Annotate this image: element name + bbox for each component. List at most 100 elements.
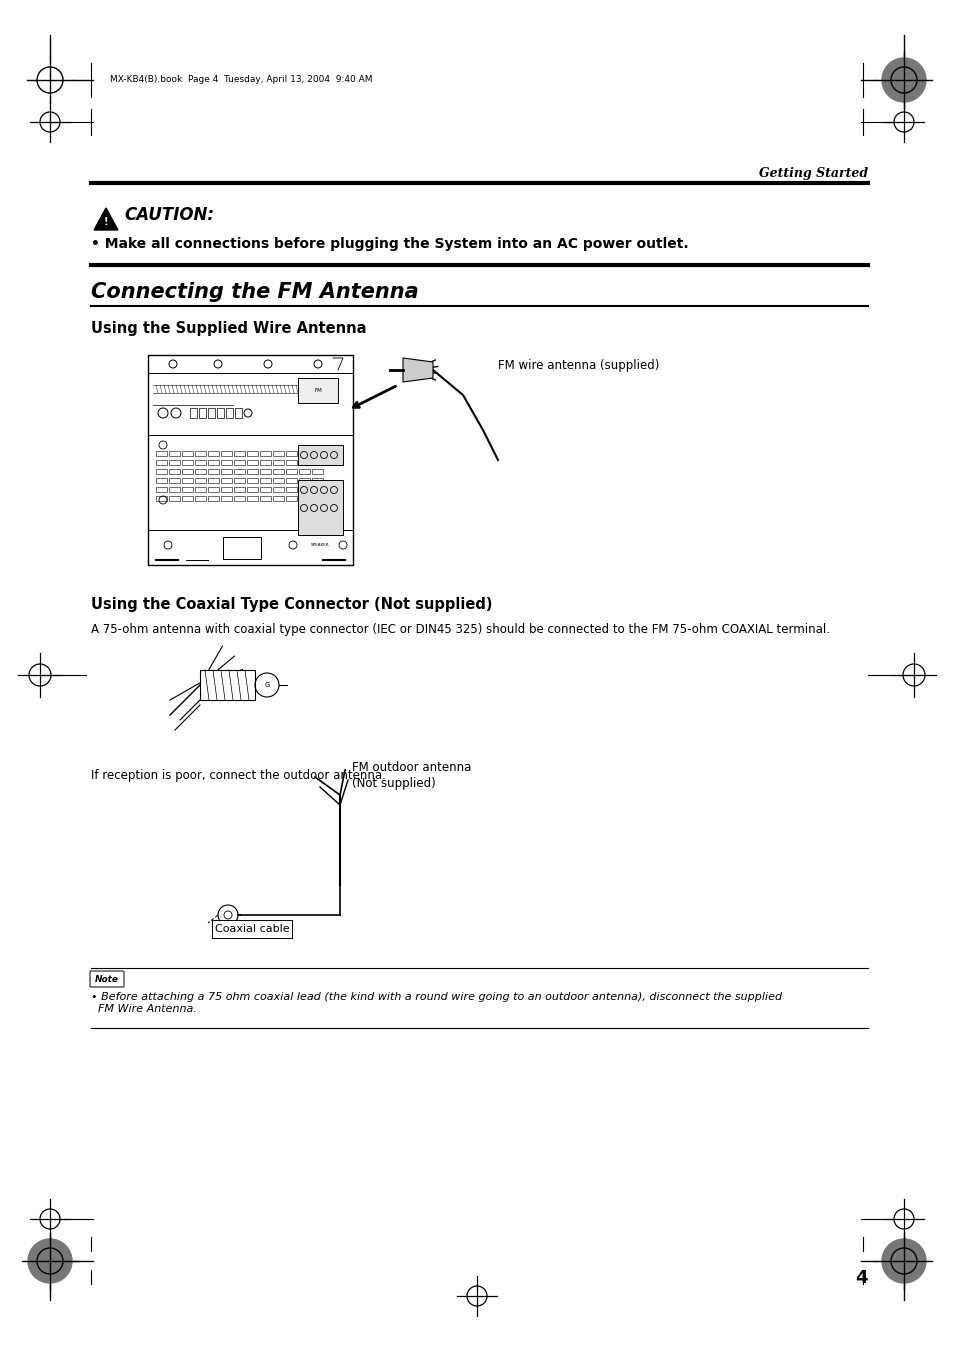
Bar [221, 486, 232, 492]
Text: 4: 4 [855, 1269, 867, 1288]
Bar [208, 469, 219, 474]
Bar [221, 451, 232, 457]
Text: FM: FM [314, 388, 321, 393]
Text: A 75-ohm antenna with coaxial type connector (IEC or DIN45 325) should be connec: A 75-ohm antenna with coaxial type conne… [91, 623, 829, 636]
Bar [247, 496, 257, 501]
Bar [247, 486, 257, 492]
Bar [233, 469, 245, 474]
Text: • Before attaching a 75 ohm coaxial lead (the kind with a round wire going to an: • Before attaching a 75 ohm coaxial lead… [91, 992, 781, 1013]
Text: FM outdoor antenna
(Not supplied): FM outdoor antenna (Not supplied) [352, 761, 471, 790]
Bar [247, 451, 257, 457]
Bar [297, 378, 337, 403]
Bar [233, 478, 245, 484]
Bar [273, 496, 284, 501]
Bar [208, 486, 219, 492]
Polygon shape [94, 208, 118, 230]
Bar [194, 478, 206, 484]
Bar [298, 478, 310, 484]
Bar [233, 496, 245, 501]
Bar [273, 451, 284, 457]
Bar [286, 486, 296, 492]
Bar [260, 469, 271, 474]
Bar [169, 451, 180, 457]
Bar [247, 469, 257, 474]
Bar [156, 486, 167, 492]
Bar [312, 478, 323, 484]
Circle shape [882, 58, 925, 101]
Bar [221, 478, 232, 484]
Bar [273, 469, 284, 474]
Polygon shape [402, 358, 433, 382]
Bar [260, 496, 271, 501]
Bar [194, 459, 206, 465]
Bar [194, 451, 206, 457]
Bar [169, 496, 180, 501]
Bar [182, 469, 193, 474]
Text: FM wire antenna (supplied): FM wire antenna (supplied) [497, 358, 659, 372]
Text: Getting Started: Getting Started [758, 166, 867, 180]
Bar [169, 459, 180, 465]
Bar [182, 496, 193, 501]
Text: G: G [264, 682, 270, 688]
Bar [223, 536, 261, 559]
Bar [148, 355, 353, 565]
Bar [286, 459, 296, 465]
Bar [221, 496, 232, 501]
Circle shape [882, 1239, 925, 1283]
Bar [156, 469, 167, 474]
Bar [169, 478, 180, 484]
Bar [312, 496, 323, 501]
Bar [297, 444, 343, 465]
Bar [298, 486, 310, 492]
Bar [182, 451, 193, 457]
Bar [169, 469, 180, 474]
Text: MX-KB4(B).book  Page 4  Tuesday, April 13, 2004  9:40 AM: MX-KB4(B).book Page 4 Tuesday, April 13,… [110, 76, 372, 85]
Bar [221, 469, 232, 474]
Text: If reception is poor, connect the outdoor antenna.: If reception is poor, connect the outdoo… [91, 769, 385, 781]
Bar [273, 486, 284, 492]
Bar [194, 469, 206, 474]
Bar [208, 478, 219, 484]
Bar [312, 469, 323, 474]
Bar [260, 459, 271, 465]
Text: Coaxial cable: Coaxial cable [214, 924, 289, 934]
Text: !: ! [104, 218, 108, 227]
Bar [208, 408, 214, 417]
FancyBboxPatch shape [212, 920, 292, 938]
Bar [233, 459, 245, 465]
Bar [233, 451, 245, 457]
Text: Using the Supplied Wire Antenna: Using the Supplied Wire Antenna [91, 320, 366, 335]
Text: Connecting the FM Antenna: Connecting the FM Antenna [91, 282, 418, 303]
Bar [169, 486, 180, 492]
Bar [194, 486, 206, 492]
Bar [298, 459, 310, 465]
Bar [286, 496, 296, 501]
Text: SPEAKER: SPEAKER [311, 543, 329, 547]
Bar [199, 408, 206, 417]
Bar [286, 451, 296, 457]
Bar [298, 496, 310, 501]
Bar [194, 496, 206, 501]
Bar [190, 408, 196, 417]
Bar [234, 408, 242, 417]
Bar [312, 486, 323, 492]
FancyBboxPatch shape [90, 971, 124, 988]
Bar [247, 478, 257, 484]
Circle shape [28, 1239, 71, 1283]
Bar [221, 459, 232, 465]
Bar [200, 670, 254, 700]
Bar [273, 478, 284, 484]
Bar [286, 478, 296, 484]
Bar [182, 486, 193, 492]
Bar [273, 459, 284, 465]
Bar [260, 478, 271, 484]
Bar [297, 480, 343, 535]
Bar [298, 469, 310, 474]
Bar [312, 459, 323, 465]
Bar [216, 408, 224, 417]
Bar [208, 459, 219, 465]
Text: Using the Coaxial Type Connector (Not supplied): Using the Coaxial Type Connector (Not su… [91, 597, 492, 612]
Bar [260, 486, 271, 492]
Bar [226, 408, 233, 417]
Bar [286, 469, 296, 474]
